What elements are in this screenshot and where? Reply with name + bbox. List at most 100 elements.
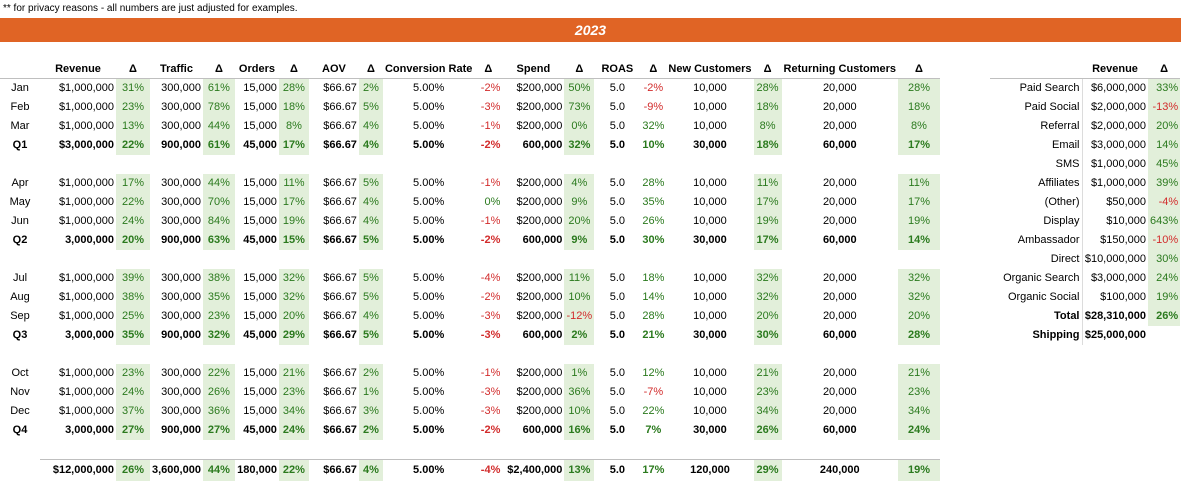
month-row: Apr $1,000,000 17% 300,000 44% 15,000 11% $66.6… [0, 174, 940, 193]
header-conversion-rate: Conversion Rate [382, 60, 475, 79]
revenue-cell: $1,000,000 [58, 215, 114, 227]
returning-customers-delta-cell: 34% [898, 402, 940, 421]
revenue-delta-cell: 24% [116, 212, 150, 231]
orders-cell: 180,000 [234, 459, 279, 481]
conversion-rate-delta-cell: -1% [480, 215, 501, 227]
row-label: Jul [12, 272, 28, 284]
year-banner: 2023 [0, 18, 1181, 42]
channel-revenue: $3,000,000 [1081, 136, 1148, 155]
new-customers-cell: 10,000 [693, 196, 727, 208]
spend-delta-cell: 16% [564, 421, 595, 440]
channel-label: Organic Search [1003, 272, 1080, 284]
conversion-rate-cell: 5.00% [413, 386, 445, 398]
header-row: Revenue Δ Traffic Δ Orders Δ AOV Δ Conversion Ra… [0, 60, 940, 79]
revenue-cell: 3,000,000 [65, 329, 114, 341]
returning-customers-cell: 20,000 [822, 82, 857, 94]
new-customers-cell: 10,000 [693, 82, 727, 94]
header-spend-delta: Δ [564, 60, 595, 79]
header-aov: AOV [308, 60, 359, 79]
header-roas-delta: Δ [640, 60, 667, 79]
orders-delta-cell: 17% [278, 136, 309, 155]
roas-cell: 5.0 [609, 177, 625, 189]
channel-delta [1148, 326, 1180, 345]
side-header-blank [990, 60, 1082, 79]
header-aov-delta: Δ [358, 60, 383, 79]
revenue-cell: 3,000,000 [65, 234, 114, 246]
channel-row: Direct $10,000,000 30% [990, 250, 1181, 269]
orders-cell: 15,000 [243, 272, 277, 284]
roas-cell: 5.0 [609, 215, 625, 227]
aov-delta-cell: 1% [358, 383, 383, 402]
conversion-rate-delta-cell: -3% [480, 310, 501, 322]
aov-delta-cell: 5% [358, 174, 383, 193]
spend-delta-cell: 11% [564, 269, 595, 288]
revenue-delta-cell: 13% [116, 117, 150, 136]
orders-cell: 15,000 [243, 196, 277, 208]
new-customers-delta-cell: 18% [753, 98, 782, 117]
spend-delta-cell: 73% [564, 98, 595, 117]
spend-delta-cell: -12% [564, 307, 595, 326]
conversion-rate-delta-cell: -4% [474, 459, 503, 481]
traffic-delta-cell: 70% [202, 193, 235, 212]
new-customers-cell: 120,000 [666, 459, 754, 481]
channel-label: Referral [1040, 120, 1080, 132]
orders-cell: 45,000 [243, 424, 277, 436]
traffic-cell: 300,000 [161, 386, 201, 398]
roas-cell: 5.0 [609, 310, 625, 322]
revenue-delta-cell: 37% [116, 402, 150, 421]
orders-cell: 15,000 [243, 405, 277, 417]
returning-customers-cell: 20,000 [822, 196, 857, 208]
new-customers-cell: 30,000 [693, 139, 727, 151]
channel-delta: -4% [1148, 193, 1181, 212]
roas-delta-cell: 22% [642, 405, 665, 417]
spend-delta-cell: 9% [564, 231, 595, 250]
spend-delta-cell: 50% [564, 78, 595, 98]
month-row: Sep $1,000,000 25% 300,000 23% 15,000 20% $66.6… [0, 307, 940, 326]
traffic-delta-cell: 23% [202, 307, 235, 326]
quarter-row: Q2 3,000,000 20% 900,000 63% 45,000 15% $66.67 5… [0, 231, 940, 250]
conversion-rate-delta-cell: -3% [480, 329, 501, 341]
orders-cell: 15,000 [243, 310, 277, 322]
row-label: Q1 [12, 139, 28, 151]
roas-delta-cell: 32% [642, 120, 665, 132]
traffic-delta-cell: 61% [202, 78, 235, 98]
month-row: Aug $1,000,000 38% 300,000 35% 15,000 32% $66.6… [0, 288, 940, 307]
orders-cell: 15,000 [243, 291, 277, 303]
header-spend: Spend [502, 60, 565, 79]
returning-customers-delta-cell: 19% [898, 212, 940, 231]
revenue-delta-cell: 22% [116, 193, 150, 212]
roas-cell: 5.0 [609, 405, 625, 417]
channel-delta: 24% [1148, 269, 1181, 288]
new-customers-cell: 10,000 [693, 405, 727, 417]
conversion-rate-delta-cell: -2% [480, 291, 501, 303]
new-customers-delta-cell: 23% [753, 383, 782, 402]
orders-cell: 15,000 [243, 215, 277, 227]
aov-delta-cell: 2% [358, 364, 383, 383]
revenue-delta-cell: 17% [116, 174, 150, 193]
traffic-delta-cell: 63% [202, 231, 235, 250]
spend-cell: $200,000 [516, 120, 563, 132]
returning-customers-cell: 20,000 [822, 310, 857, 322]
header-orders-delta: Δ [278, 60, 309, 79]
revenue-cell: $1,000,000 [58, 101, 114, 113]
channel-row: Email $3,000,000 14% [990, 136, 1181, 155]
traffic-delta-cell: 38% [202, 269, 235, 288]
revenue-cell: $1,000,000 [58, 310, 114, 322]
channel-revenue: $150,000 [1081, 231, 1148, 250]
revenue-cell: $1,000,000 [58, 386, 114, 398]
spend-cell: $200,000 [516, 405, 563, 417]
conversion-rate-cell: 5.00% [413, 329, 445, 341]
revenue-cell: $1,000,000 [58, 367, 114, 379]
returning-customers-cell: 60,000 [822, 234, 857, 246]
orders-delta-cell: 21% [278, 364, 309, 383]
aov-cell: $66.67 [323, 291, 357, 303]
new-customers-cell: 10,000 [693, 291, 727, 303]
new-customers-cell: 10,000 [693, 310, 727, 322]
conversion-rate-delta-cell: -2% [480, 234, 501, 246]
orders-delta-cell: 28% [278, 78, 309, 98]
row-label: Q2 [12, 234, 28, 246]
conversion-rate-cell: 5.00% [413, 234, 445, 246]
channel-delta: 39% [1148, 174, 1181, 193]
channel-revenue: $2,000,000 [1081, 98, 1148, 117]
aov-delta-cell: 4% [358, 212, 383, 231]
